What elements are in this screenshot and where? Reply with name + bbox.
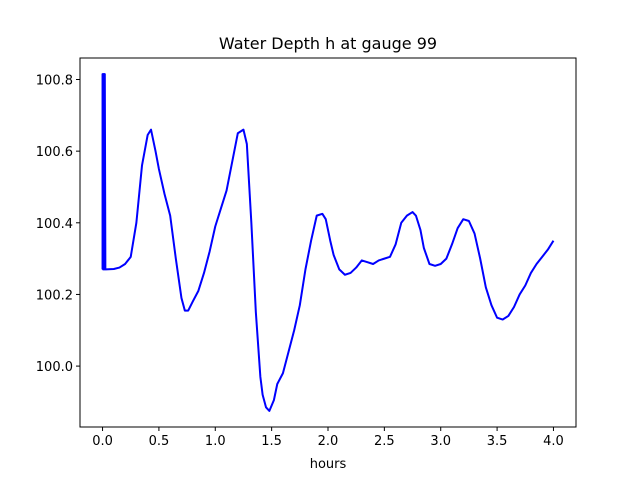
plot-area [101,73,555,412]
x-tick-label: 0.5 [149,434,170,449]
x-axis-label: hours [310,457,347,472]
x-tick-label: 3.5 [487,434,508,449]
x-tick-label: 4.0 [543,434,564,449]
chart-title: Water Depth h at gauge 99 [219,34,437,53]
x-tick-label: 1.0 [205,434,226,449]
series-line-0 [101,73,555,412]
x-tick-label: 2.5 [374,434,395,449]
x-tick-label: 2.0 [318,434,339,449]
y-tick-label: 100.2 [36,288,73,303]
x-tick-label: 3.0 [430,434,451,449]
axis-ticks: 0.0 0.5 1.0 1.5 2.0 2.5 3.0 3.5 4.0 100.0 100.2 100… [36,73,564,449]
y-tick-label: 100.8 [36,73,73,88]
x-tick-label: 1.5 [261,434,282,449]
x-tick-label: 0.0 [92,434,113,449]
y-tick-label: 100.6 [36,145,73,160]
y-tick-label: 100.4 [36,217,73,232]
y-tick-label: 100.0 [36,360,73,375]
